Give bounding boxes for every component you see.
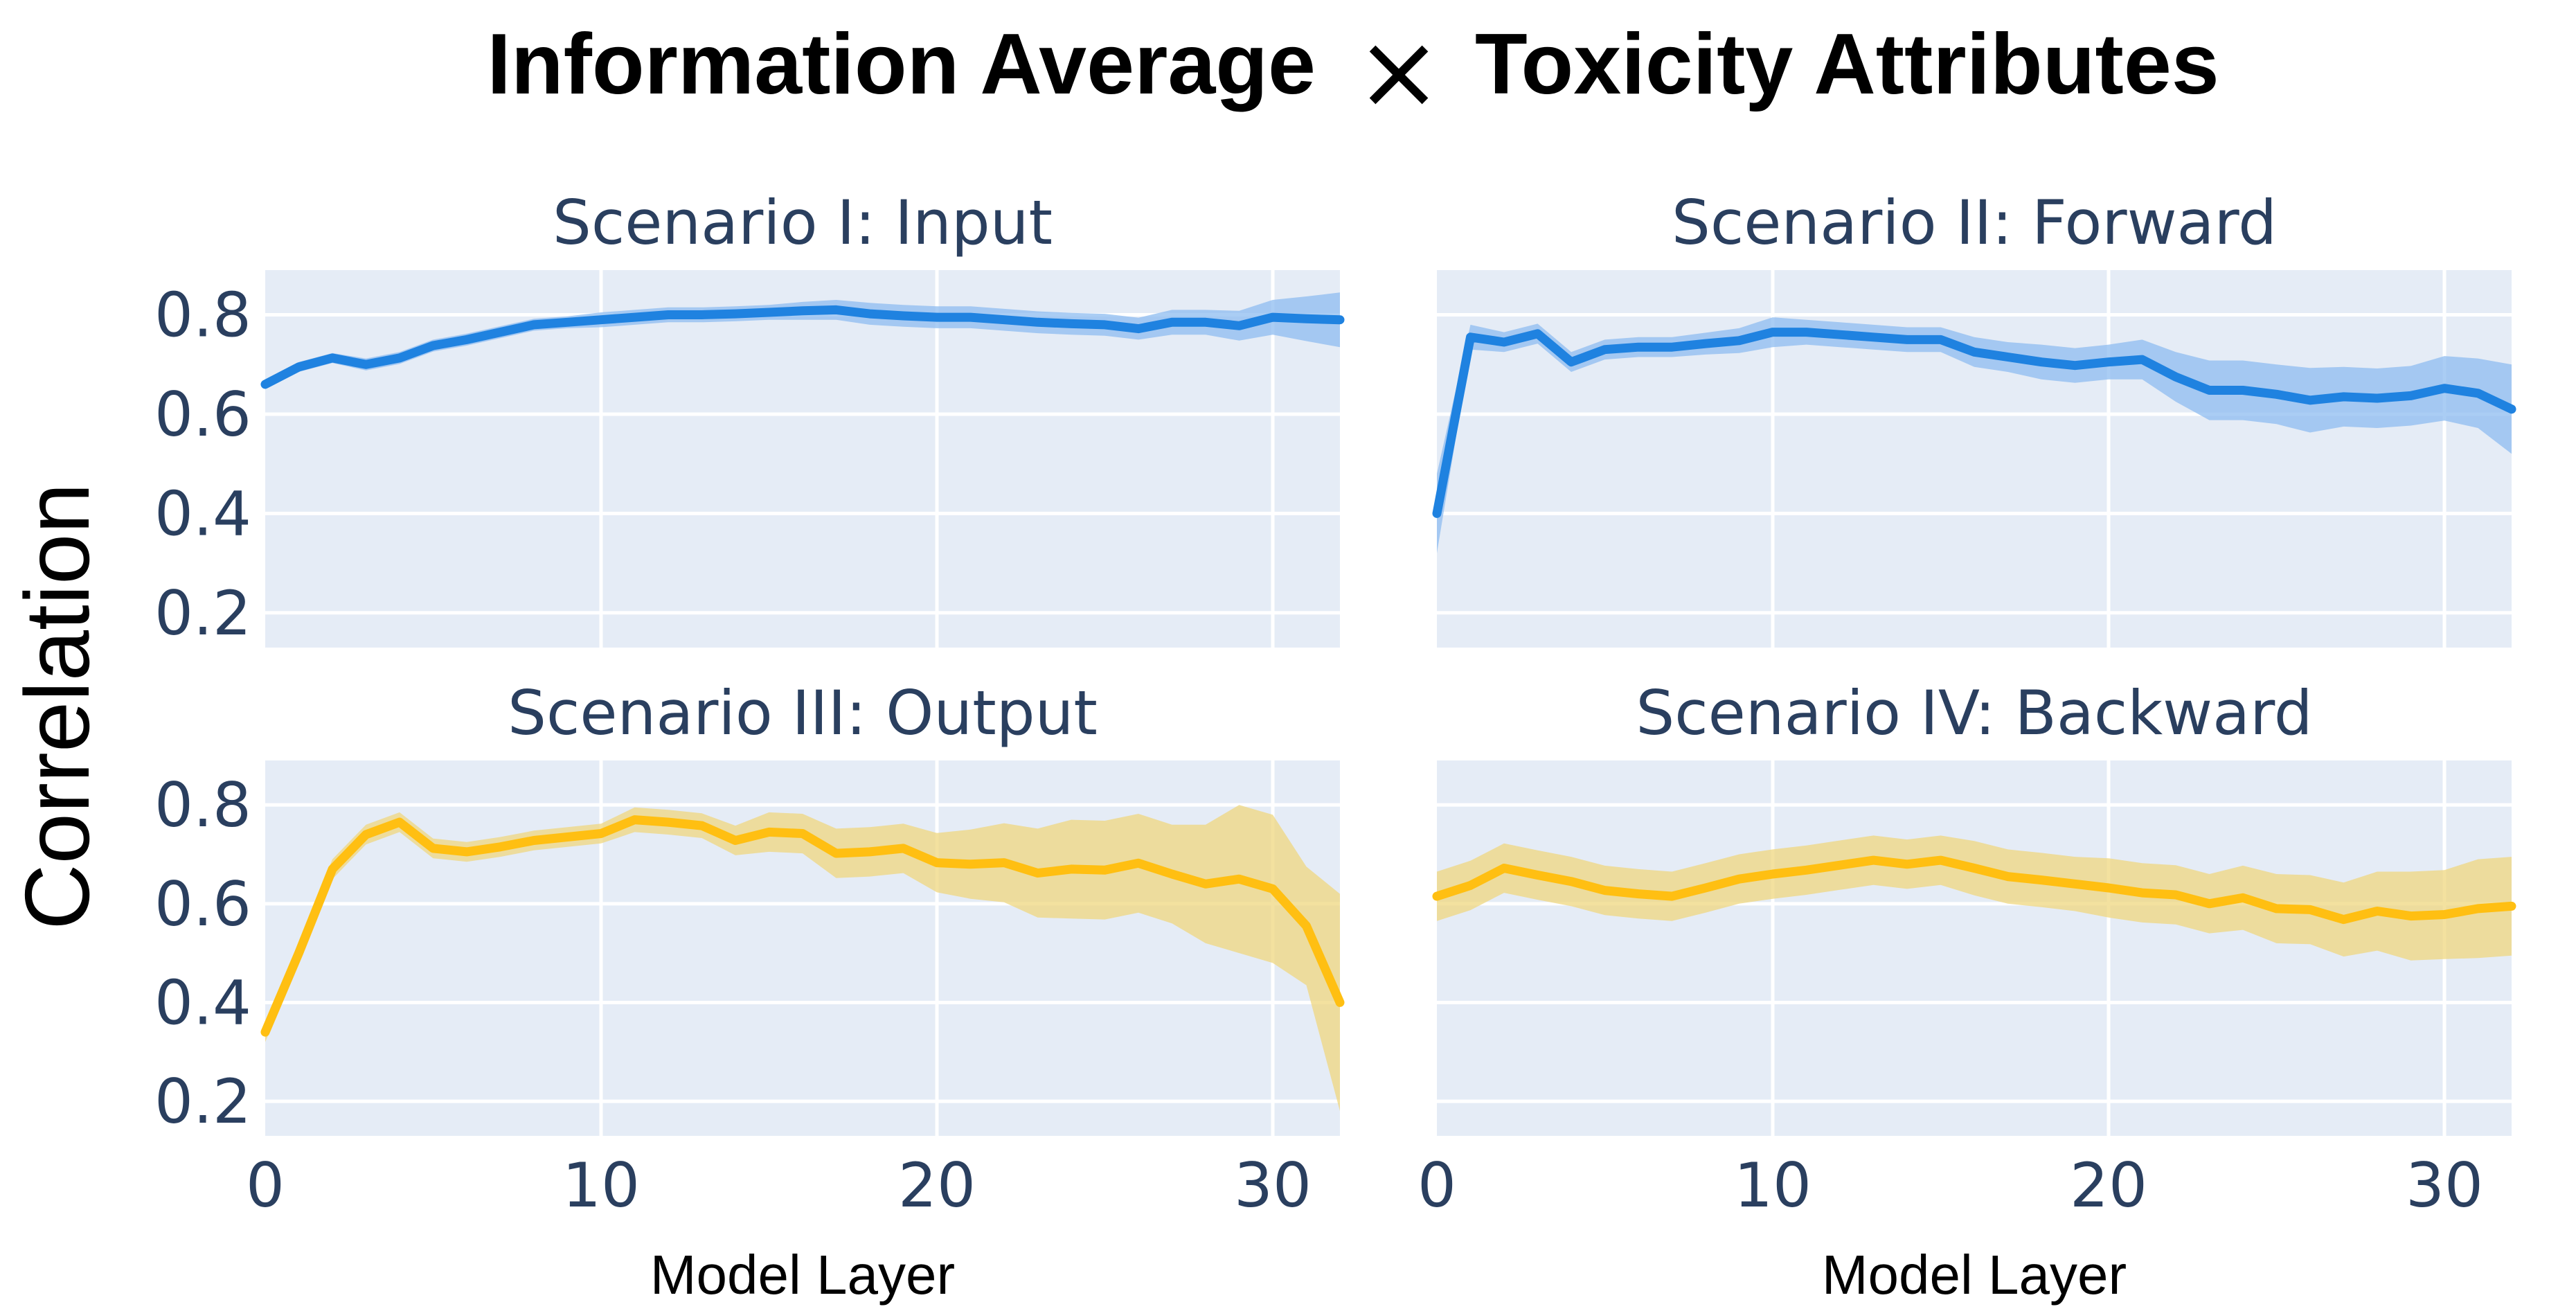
x-tick-label: 0 [1417,1150,1456,1221]
x-tick-label: 10 [1734,1150,1812,1221]
x-tick-label: 0 [246,1150,285,1221]
y-tick-label: 0.8 [154,280,251,351]
y-tick-label: 0.2 [154,1066,251,1137]
y-axis-label: Correlation [6,483,108,930]
series-line [260,815,1345,1037]
y-tick-label: 0.4 [154,478,251,549]
plot-area [1437,270,2512,648]
subplot-title: Scenario IV: Backward [1636,677,2312,749]
x-tick-label: 30 [2406,1150,2483,1221]
x-tick-label: 20 [2070,1150,2147,1221]
subplot-scenario-2-forward: Scenario II: Forward [1432,187,2516,648]
series-line [260,305,1345,389]
title-cross-symbol: × [1355,12,1442,132]
x-tick-label: 10 [562,1150,640,1221]
y-tick-label: 0.4 [154,967,251,1038]
y-tick-label: 0.6 [154,869,251,940]
title-left-text: Information Average [487,17,1316,112]
confidence-band [265,805,1340,1112]
x-tick-label: 20 [898,1150,976,1221]
title-right-text: Toxicity Attributes [1475,17,2219,112]
confidence-band [1437,317,2512,553]
confidence-band [1437,835,2512,961]
y-tick-label: 0.8 [154,769,251,841]
series-line [1432,855,2516,925]
subplot-scenario-1-input: Scenario I: Input 0.2 0.4 0.6 0.8 [154,187,1345,649]
subplot-title: Scenario I: Input [553,187,1053,258]
y-tick-label: 0.2 [154,578,251,649]
figure-title: Information Average × Toxicity Attribute… [487,12,2219,132]
subplot-title: Scenario III: Output [508,677,1098,749]
subplot-scenario-4-backward: Scenario IV: Backward 0 10 20 30 Model Layer [1417,677,2516,1306]
x-axis-label: Model Layer [650,1244,955,1306]
y-tick-label: 0.6 [154,379,251,450]
subplot-scenario-3-output: Scenario III: Output 0.2 0.4 0.6 0.8 0 10 20 30 M… [154,677,1345,1306]
x-tick-label: 30 [1234,1150,1312,1221]
series-line [1432,328,2516,518]
confidence-band [265,292,1340,390]
subplot-title: Scenario II: Forward [1672,187,2277,258]
x-axis-label: Model Layer [1822,1244,2127,1306]
